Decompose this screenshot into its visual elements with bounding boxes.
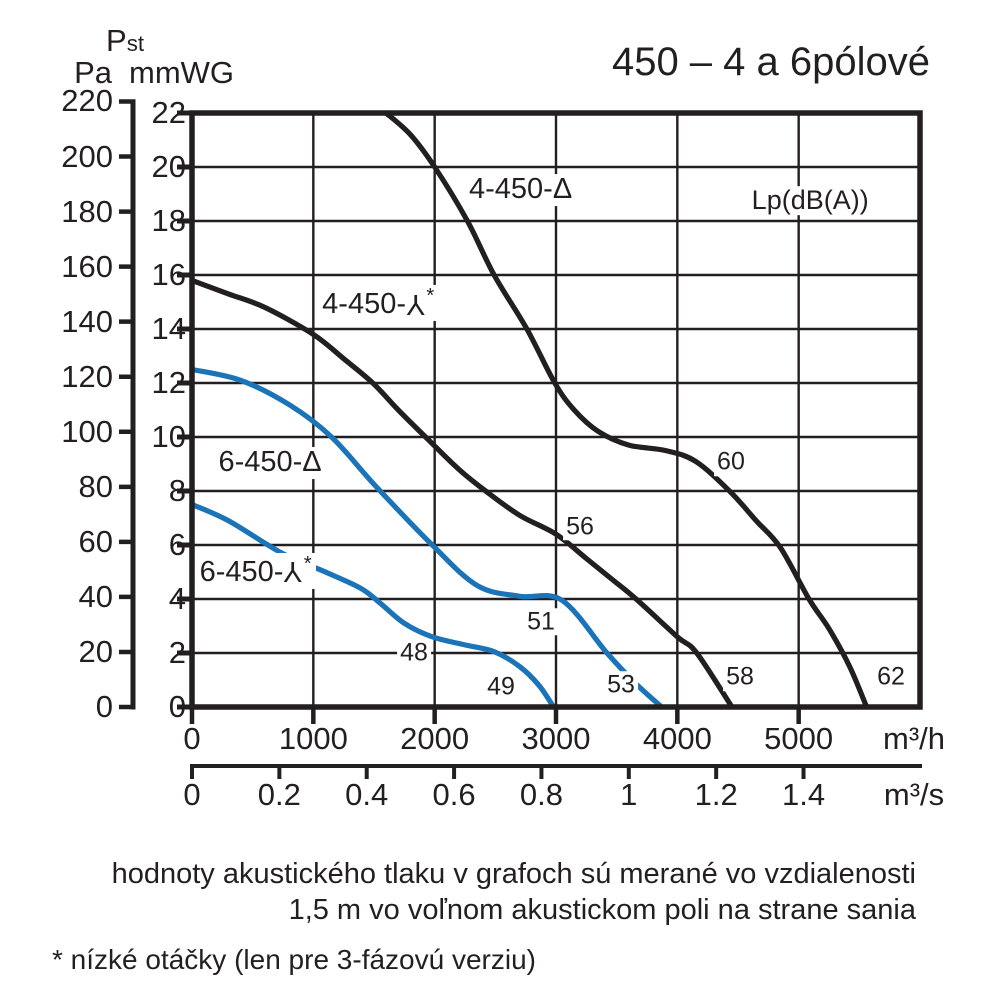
noise-db-label-53: 53	[604, 671, 638, 699]
m3h-tick-label: 5000	[764, 721, 834, 756]
pa-tick-label: 100	[61, 413, 113, 449]
pa-tick-label: 60	[78, 523, 113, 559]
mmwg-tick-label: 0	[168, 688, 186, 724]
m3s-tick-label: 0.2	[257, 777, 301, 812]
pa-tick-label: 40	[78, 578, 113, 614]
m3s-tick-label: 0.4	[345, 777, 389, 812]
wye-symbol: Y	[283, 555, 303, 588]
wye-symbol: Y	[406, 288, 426, 321]
footer-measurement-note: hodnoty akustického tlaku v grafoch sú m…	[112, 856, 916, 928]
mmwg-axis-unit: mmWG	[129, 55, 235, 90]
curve-label-prefix: 4-450-	[469, 172, 553, 205]
m3h-tick-label: 0	[183, 721, 201, 756]
footer-line-1: hodnoty akustického tlaku v grafoch sú m…	[111, 858, 916, 890]
series-curve-4-450-D	[383, 110, 870, 710]
footer-line-2: 1,5 m vo voľnom akustickom poli na stran…	[288, 894, 916, 926]
mmwg-tick-label: 10	[151, 418, 186, 454]
mmwg-tick-label: 12	[151, 364, 186, 400]
curve-label-prefix: 6-450-	[218, 445, 303, 478]
lp-dba-annotation: Lp(dB(A))	[746, 185, 874, 216]
plot-border	[189, 110, 923, 710]
delta-symbol: Δ	[552, 172, 573, 205]
m3h-tick-label: 4000	[642, 721, 712, 756]
noise-db-label-58: 58	[723, 663, 757, 691]
curve-label-prefix: 6-450-	[199, 555, 284, 588]
series-curve-6-450-D	[189, 366, 665, 710]
curve-label-6-450-Y: 6-450-Y*	[195, 552, 316, 589]
pa-tick-label: 0	[95, 688, 113, 724]
m3h-tick-label: 1000	[278, 721, 348, 756]
mmwg-tick-label: 18	[151, 202, 186, 238]
pa-tick-label: 120	[61, 358, 113, 394]
noise-db-label-62: 62	[874, 663, 908, 691]
pst-subscript-text: st	[126, 31, 145, 56]
pa-tick-label: 140	[61, 303, 113, 339]
pa-tick-label: 220	[61, 83, 113, 119]
noise-db-label-49: 49	[484, 673, 518, 701]
m3s-tick-label: 1	[620, 777, 638, 812]
mmwg-tick-label: 4	[168, 580, 186, 616]
mmwg-tick-label: 20	[151, 148, 186, 184]
noise-db-label-51: 51	[524, 608, 558, 636]
chart-title: 450 – 4 a 6pólové	[611, 40, 930, 84]
m3h-tick-label: 3000	[521, 721, 591, 756]
m3s-tick-label: 1.2	[694, 777, 738, 812]
mmwg-tick-label: 22	[151, 94, 186, 130]
footnote-low-speed: * nízké otáčky (len pre 3-fázovú verziu)	[52, 944, 536, 975]
pa-tick-label: 160	[61, 248, 113, 284]
mmwg-tick-label: 14	[151, 310, 186, 346]
noise-db-label-56: 56	[563, 513, 597, 541]
low-speed-star: *	[426, 285, 435, 308]
delta-symbol: Δ	[302, 445, 322, 478]
mmwg-tick-label: 16	[151, 256, 186, 292]
m3s-tick-label: 0.6	[432, 777, 476, 812]
mmwg-tick-label: 8	[168, 472, 186, 508]
pa-tick-label: 80	[78, 468, 113, 504]
pst-axis-title: Pst	[106, 23, 145, 58]
m3s-tick-label: 0	[183, 777, 201, 812]
pst-main-text: P	[106, 23, 127, 58]
noise-db-label-48: 48	[397, 639, 431, 667]
series-curve-4-450-Y	[189, 277, 735, 710]
curve-label-4-450-Y: 4-450-Y*	[318, 285, 439, 322]
curve-label-4-450-D: 4-450-Δ	[465, 172, 577, 206]
pa-tick-label: 180	[61, 193, 113, 229]
m3h-unit-label: m³/h	[883, 721, 945, 756]
pa-tick-label: 20	[78, 633, 113, 669]
pa-tick-label: 200	[61, 138, 113, 174]
m3s-tick-label: 0.8	[519, 777, 563, 812]
mmwg-tick-label: 6	[168, 526, 186, 562]
m3s-tick-label: 1.4	[781, 777, 826, 812]
m3h-tick-label: 2000	[400, 721, 470, 756]
pa-axis-unit: Pa	[74, 55, 112, 90]
mmwg-tick-label: 2	[168, 634, 186, 670]
noise-db-label-60: 60	[714, 448, 748, 476]
low-speed-star: *	[303, 552, 312, 575]
curve-label-prefix: 4-450-	[322, 288, 406, 321]
m3s-unit-label: m³/s	[883, 777, 945, 812]
curve-label-6-450-D: 6-450-Δ	[214, 445, 326, 479]
